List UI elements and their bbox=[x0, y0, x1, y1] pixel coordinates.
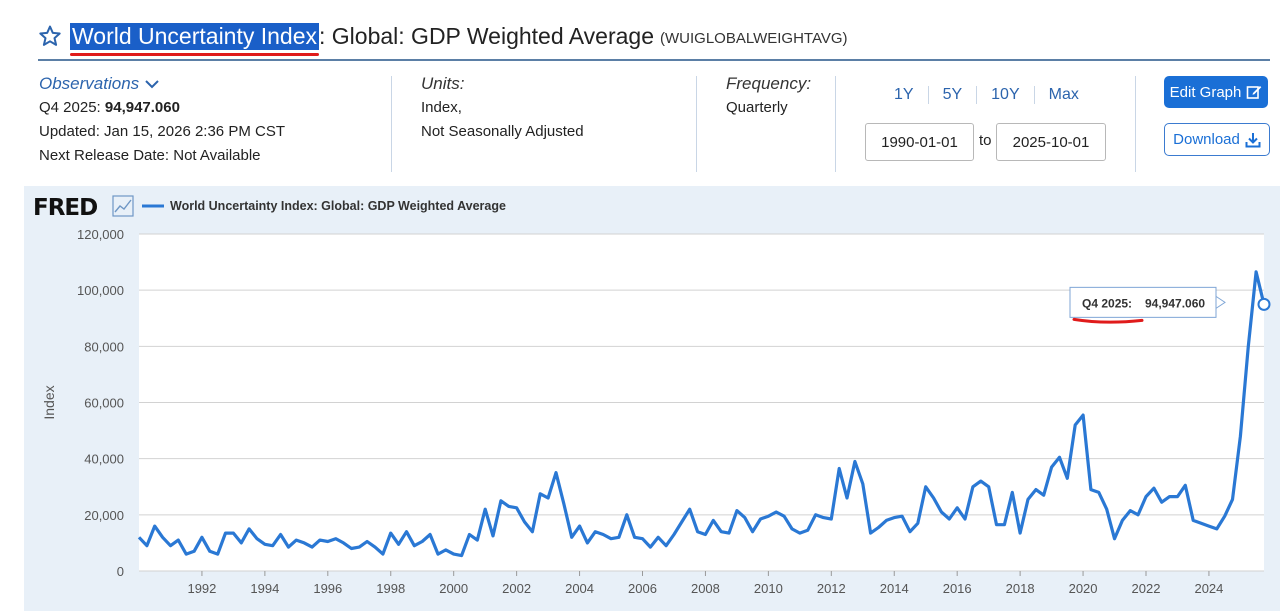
x-tick-label: 2012 bbox=[817, 581, 846, 596]
y-tick-label: 20,000 bbox=[84, 508, 124, 523]
x-tick-label: 2010 bbox=[754, 581, 783, 596]
updated-text: Updated: Jan 15, 2026 2:36 PM CST bbox=[39, 123, 285, 140]
y-tick-label: 40,000 bbox=[84, 452, 124, 467]
x-tick-label: 1996 bbox=[313, 581, 342, 596]
edit-graph-button[interactable]: Edit Graph bbox=[1164, 76, 1268, 108]
title-highlight-text: World Uncertainty Index bbox=[72, 22, 318, 49]
series-id: (WUIGLOBALWEIGHTAVG) bbox=[660, 29, 848, 47]
y-tick-label: 0 bbox=[117, 564, 124, 579]
observations-block: Observations Q4 2025: 94,947.060 Updated… bbox=[39, 72, 285, 168]
range-buttons: 1Y 5Y 10Y Max bbox=[880, 86, 1093, 104]
data-point bbox=[1257, 297, 1271, 311]
x-tick-label: 2004 bbox=[565, 581, 594, 596]
tooltip-period: Q4 2025: bbox=[1082, 296, 1132, 310]
tooltip-value: 94,947.060 bbox=[1145, 296, 1205, 310]
divider bbox=[1135, 76, 1136, 172]
series-line bbox=[137, 270, 1266, 558]
range-1y-button[interactable]: 1Y bbox=[880, 86, 929, 104]
download-label: Download bbox=[1173, 131, 1240, 148]
latest-value: 94,947.060 bbox=[104, 99, 180, 116]
units-line1: Index, bbox=[421, 99, 462, 116]
download-icon bbox=[1245, 132, 1261, 147]
tooltip-pointer bbox=[1215, 295, 1226, 310]
download-button[interactable]: Download bbox=[1164, 123, 1270, 156]
chevron-down-icon bbox=[145, 80, 159, 89]
frequency-value: Quarterly bbox=[726, 99, 788, 116]
edit-icon bbox=[1247, 86, 1262, 99]
end-date-input[interactable]: 2025-10-01 bbox=[996, 123, 1106, 161]
title-highlight: World Uncertainty Index bbox=[70, 22, 320, 56]
to-label: to bbox=[979, 132, 992, 149]
y-axis-label: Index bbox=[41, 385, 57, 419]
page-title: : Global: GDP Weighted Average bbox=[319, 22, 654, 49]
x-tick-label: 2016 bbox=[943, 581, 972, 596]
latest-period: Q4 2025: bbox=[39, 99, 101, 116]
x-tick-label: 2008 bbox=[691, 581, 720, 596]
next-release-text: Next Release Date: Not Available bbox=[39, 147, 261, 164]
frequency-block: Frequency: Quarterly bbox=[726, 72, 811, 120]
y-tick-label: 100,000 bbox=[77, 283, 124, 298]
tooltip-underline-mark bbox=[1072, 317, 1144, 324]
range-10y-button[interactable]: 10Y bbox=[977, 86, 1035, 104]
x-tick-label: 2014 bbox=[880, 581, 909, 596]
x-tick-label: 2000 bbox=[439, 581, 468, 596]
x-tick-label: 2006 bbox=[628, 581, 657, 596]
observations-label: Observations bbox=[39, 74, 140, 93]
latest-observation: Q4 2025: 94,947.060 bbox=[39, 96, 285, 120]
fred-chart-icon bbox=[112, 195, 134, 217]
y-tick-label: 120,000 bbox=[77, 227, 124, 242]
legend-label: World Uncertainty Index: Global: GDP Wei… bbox=[170, 199, 506, 213]
observations-toggle[interactable]: Observations bbox=[39, 72, 285, 96]
x-tick-label: 2020 bbox=[1069, 581, 1098, 596]
units-label: Units: bbox=[421, 74, 465, 93]
divider bbox=[391, 76, 392, 172]
units-line2: Not Seasonally Adjusted bbox=[421, 123, 584, 140]
frequency-label: Frequency: bbox=[726, 74, 812, 93]
range-max-button[interactable]: Max bbox=[1048, 86, 1079, 103]
x-tick-label: 2018 bbox=[1006, 581, 1035, 596]
x-tick-label: 1994 bbox=[250, 581, 279, 596]
chart-panel: FRED World Uncertainty Index: Global: GD… bbox=[24, 186, 1280, 611]
edit-graph-label: Edit Graph bbox=[1169, 83, 1242, 101]
units-block: Units: Index, Not Seasonally Adjusted bbox=[421, 72, 584, 144]
divider bbox=[835, 76, 836, 172]
star-icon[interactable] bbox=[38, 24, 62, 48]
x-tick-label: 2024 bbox=[1194, 581, 1223, 596]
title-underline-mark bbox=[70, 52, 320, 56]
title-row: World Uncertainty Index : Global: GDP We… bbox=[38, 18, 848, 56]
title-divider bbox=[38, 59, 1270, 61]
y-tick-label: 80,000 bbox=[84, 339, 124, 354]
x-tick-label: 1992 bbox=[187, 581, 216, 596]
start-date-input[interactable]: 1990-01-01 bbox=[865, 123, 974, 161]
x-tick-label: 2002 bbox=[502, 581, 531, 596]
fred-logo: FRED bbox=[33, 195, 97, 221]
x-tick-label: 1998 bbox=[376, 581, 405, 596]
divider bbox=[696, 76, 697, 172]
chart: FRED World Uncertainty Index: Global: GD… bbox=[33, 195, 1271, 596]
y-tick-label: 60,000 bbox=[84, 396, 124, 411]
x-tick-label: 2022 bbox=[1132, 581, 1161, 596]
range-5y-button[interactable]: 5Y bbox=[929, 86, 978, 104]
